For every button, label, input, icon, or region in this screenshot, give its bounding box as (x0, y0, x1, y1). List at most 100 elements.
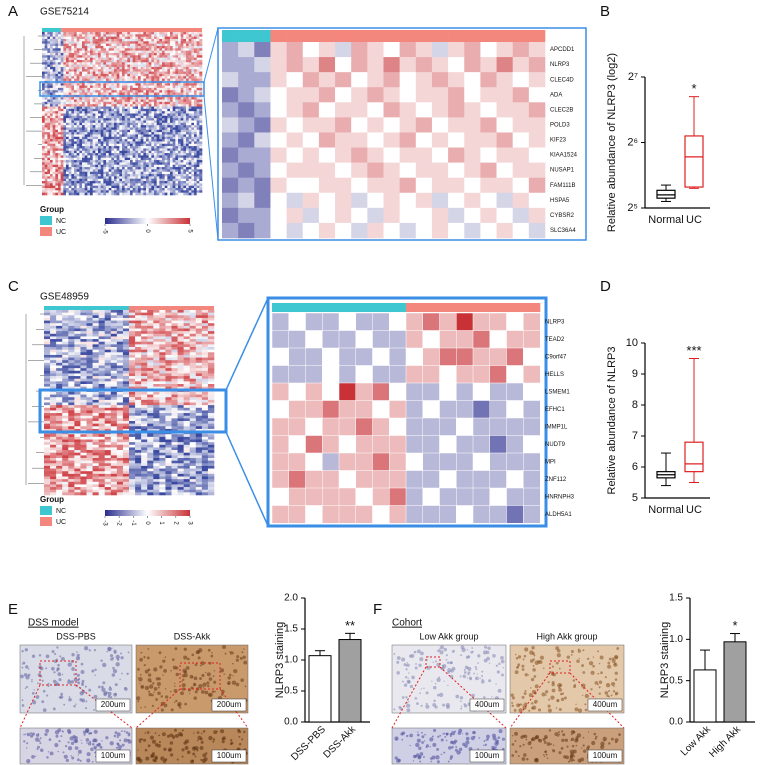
texture-cell (208, 366, 214, 369)
texture-cell (173, 46, 176, 49)
texture-cell (90, 186, 93, 189)
texture-cell (66, 153, 69, 156)
texture-cell (98, 190, 101, 193)
texture-cell (122, 60, 125, 63)
texture-cell (170, 160, 173, 163)
texture-cell (114, 107, 117, 110)
texture-cell (55, 162, 58, 165)
texture-cell (191, 132, 194, 135)
texture-cell (183, 167, 186, 170)
texture-cell (143, 62, 146, 65)
texture-cell (146, 76, 149, 79)
texture-cell (175, 188, 178, 191)
texture-cell (90, 169, 93, 172)
texture-cell (93, 55, 96, 58)
texture-cell (93, 79, 96, 82)
texture-cell (122, 183, 125, 186)
texture-cell (129, 368, 135, 371)
texture-cell (62, 318, 68, 321)
texture-cell (125, 137, 128, 140)
texture-cell (114, 172, 117, 175)
texture-cell (122, 37, 125, 40)
texture-cell (197, 76, 200, 79)
texture-cell (50, 44, 53, 47)
texture-cell (175, 181, 178, 184)
texture-cell (141, 190, 144, 193)
texture-cell (165, 358, 171, 361)
texture-cell (146, 155, 149, 158)
texture-cell (146, 144, 149, 147)
texture-cell (197, 167, 200, 170)
texture-cell (125, 158, 128, 161)
texture-cell (109, 172, 112, 175)
texture-cell (183, 97, 186, 100)
texture-cell (162, 172, 165, 175)
texture-cell (69, 172, 72, 175)
texture-cell (183, 83, 186, 86)
texture-cell (111, 86, 114, 89)
texture-cell (61, 139, 64, 142)
texture-cell (127, 51, 130, 54)
texture-cell (117, 111, 120, 114)
texture-cell (154, 51, 157, 54)
texture-cell (98, 90, 101, 93)
texture-cell (159, 104, 162, 107)
texture-cell (127, 79, 130, 82)
texture-cell (197, 62, 200, 65)
texture-cell (119, 111, 122, 114)
texture-cell (74, 114, 77, 117)
texture-cell (42, 148, 45, 151)
texture-cell (141, 83, 144, 86)
texture-cell (45, 162, 48, 165)
texture-cell (189, 111, 192, 114)
texture-cell (149, 174, 152, 177)
texture-cell (172, 373, 178, 376)
texture-cell (143, 90, 146, 93)
texture-cell (56, 339, 62, 342)
texture-cell (154, 41, 157, 44)
texture-cell (87, 74, 90, 77)
texture-cell (58, 86, 61, 89)
texture-cell (197, 60, 200, 63)
texture-cell (122, 72, 125, 75)
texture-cell (95, 111, 98, 114)
texture-cell (194, 132, 197, 135)
texture-cell (130, 76, 133, 79)
texture-cell (61, 155, 64, 158)
texture-cell (98, 32, 101, 35)
texture-cell (173, 48, 176, 51)
texture-cell (71, 97, 74, 100)
texture-cell (153, 355, 159, 358)
texture-cell (172, 368, 178, 371)
texture-cell (127, 120, 130, 123)
texture-cell (157, 190, 160, 193)
texture-cell (197, 100, 200, 103)
texture-cell (165, 323, 171, 326)
texture-cell (106, 144, 109, 147)
texture-cell (71, 181, 74, 184)
texture-cell (173, 158, 176, 161)
texture-cell (66, 123, 69, 126)
texture-cell (87, 366, 93, 369)
texture-cell (129, 366, 135, 369)
texture-cell (50, 90, 53, 93)
texture-cell (106, 97, 109, 100)
texture-cell (71, 114, 74, 117)
texture-cell (191, 67, 194, 70)
texture-cell (186, 186, 189, 189)
texture-cell (143, 93, 146, 96)
texture-cell (74, 62, 77, 65)
texture-cell (69, 107, 72, 110)
texture-cell (82, 86, 85, 89)
texture-cell (87, 329, 93, 332)
texture-cell (42, 134, 45, 137)
texture-cell (146, 44, 149, 47)
texture-cell (146, 102, 149, 105)
texture-cell (74, 104, 77, 107)
texture-cell (157, 67, 160, 70)
texture-cell (127, 62, 130, 65)
texture-cell (117, 188, 120, 191)
texture-cell (90, 155, 93, 158)
texture-cell (194, 79, 197, 82)
texture-cell (119, 79, 122, 82)
